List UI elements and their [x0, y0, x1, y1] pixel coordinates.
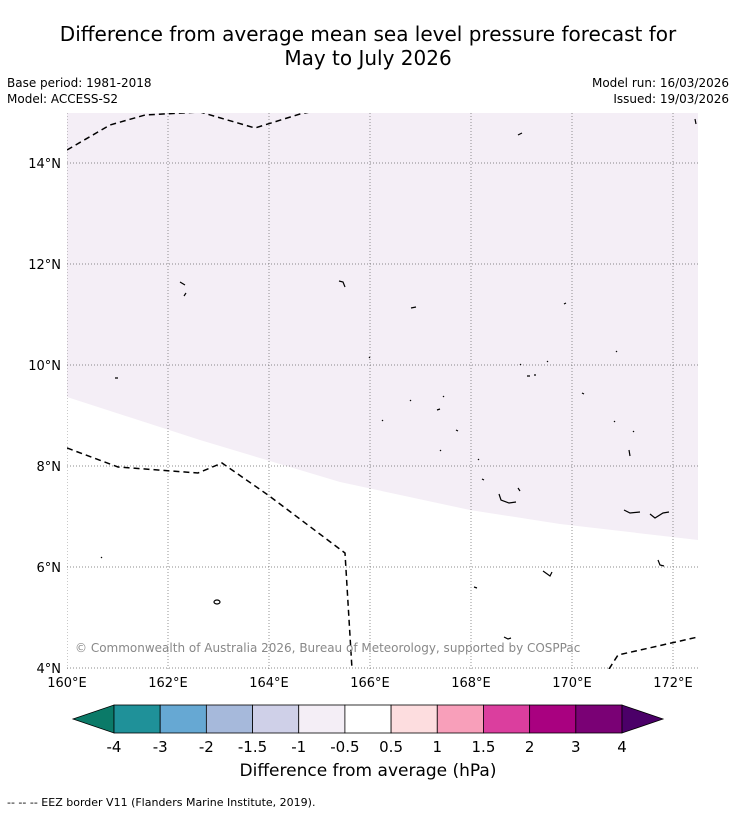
issued-date: Issued: 19/03/2026: [613, 92, 729, 106]
colorbar-tick-label: -0.5: [330, 738, 360, 756]
map-area: [67, 113, 698, 669]
island: [338, 280, 346, 288]
lon-axis-labels: 160°E 162°E 164°E 166°E 168°E 170°E 172°…: [47, 676, 693, 691]
island: [100, 556, 512, 640]
eez-border-north: [67, 113, 309, 151]
island: [542, 559, 665, 577]
title-line-1: Difference from average mean sea level p…: [59, 22, 677, 46]
island: [517, 132, 523, 136]
lon-label: 166°E: [350, 676, 390, 691]
eez-legend: -- -- -- EEZ border V11 (Flanders Marine…: [7, 796, 316, 809]
colorbar-tick-label: 1.5: [471, 738, 496, 756]
meta-right: Model run: 16/03/2026 Issued: 19/03/2026: [592, 75, 729, 107]
island: [563, 302, 618, 353]
colorbar-segment: [344, 704, 392, 734]
colorbar-label: Difference from average (hPa): [239, 761, 497, 781]
meta-left: Base period: 1981-2018 Model: ACCESS-S2: [7, 75, 152, 107]
colorbar-extend-low: [71, 704, 115, 734]
colorbar-tick-label: 3: [571, 738, 581, 756]
model-run: Model run: 16/03/2026: [591, 76, 729, 90]
lat-label: 8°N: [37, 460, 62, 475]
lon-label: 164°E: [249, 676, 289, 691]
islands: [100, 118, 697, 640]
colorbar-segment: [159, 704, 207, 734]
colorbar-tick-label: 2: [524, 738, 535, 756]
island: [519, 360, 585, 395]
colorbar-segment: [436, 704, 484, 734]
model-name: Model: ACCESS-S2: [7, 92, 119, 106]
colorbar-tick-label: -1.5: [237, 738, 268, 756]
colorbar: [71, 704, 665, 734]
copyright-notice: © Commonwealth of Australia 2026, Bureau…: [75, 641, 581, 655]
lat-label: 14°N: [28, 157, 61, 172]
lat-label: 4°N: [37, 662, 62, 677]
colorbar-tick-label: 0.5: [379, 738, 403, 756]
lon-label: 170°E: [552, 676, 592, 691]
eez-border-southeast: [608, 636, 698, 669]
gridlines: [67, 113, 698, 669]
island: [213, 599, 221, 605]
island: [381, 395, 459, 432]
base-period: Base period: 1981-2018: [7, 76, 152, 90]
map-title: Difference from average mean sea level p…: [0, 22, 736, 70]
lon-label: 162°E: [148, 676, 188, 691]
lon-label: 168°E: [451, 676, 491, 691]
island: [694, 118, 697, 125]
colorbar-segment: [575, 704, 623, 734]
island: [498, 487, 521, 504]
colorbar-segment: [298, 704, 346, 734]
island: [179, 281, 187, 297]
colorbar-tick-label: -2: [198, 738, 214, 756]
island: [410, 306, 417, 309]
colorbar-segment: [529, 704, 577, 734]
colorbar-segment: [390, 704, 438, 734]
colorbar-segment: [252, 704, 300, 734]
island: [623, 509, 670, 519]
lat-label: 12°N: [28, 258, 61, 273]
lat-label: 6°N: [37, 561, 62, 576]
anomaly-region: [67, 113, 698, 540]
eez-borders: [67, 113, 698, 669]
title-line-2: May to July 2026: [284, 46, 452, 70]
colorbar-segment: [205, 704, 253, 734]
colorbar-tick-label: -3: [152, 738, 168, 756]
colorbar-segment: [483, 704, 531, 734]
island: [115, 356, 371, 379]
colorbar-tick-label: 1: [432, 738, 443, 756]
eez-border-west: [67, 447, 353, 669]
colorbar-tick-label: -1: [291, 738, 307, 756]
lon-label: 160°E: [47, 676, 87, 691]
colorbar-tick-label: -4: [106, 738, 122, 756]
lat-axis-labels: 14°N 12°N 10°N 8°N 6°N 4°N: [28, 157, 61, 677]
colorbar-tick-label: 4: [617, 738, 627, 756]
lon-label: 172°E: [653, 676, 693, 691]
lat-label: 10°N: [28, 359, 61, 374]
colorbar-extend-high: [621, 704, 665, 734]
island: [613, 420, 635, 457]
colorbar-segment: [113, 704, 161, 734]
island: [439, 449, 485, 481]
